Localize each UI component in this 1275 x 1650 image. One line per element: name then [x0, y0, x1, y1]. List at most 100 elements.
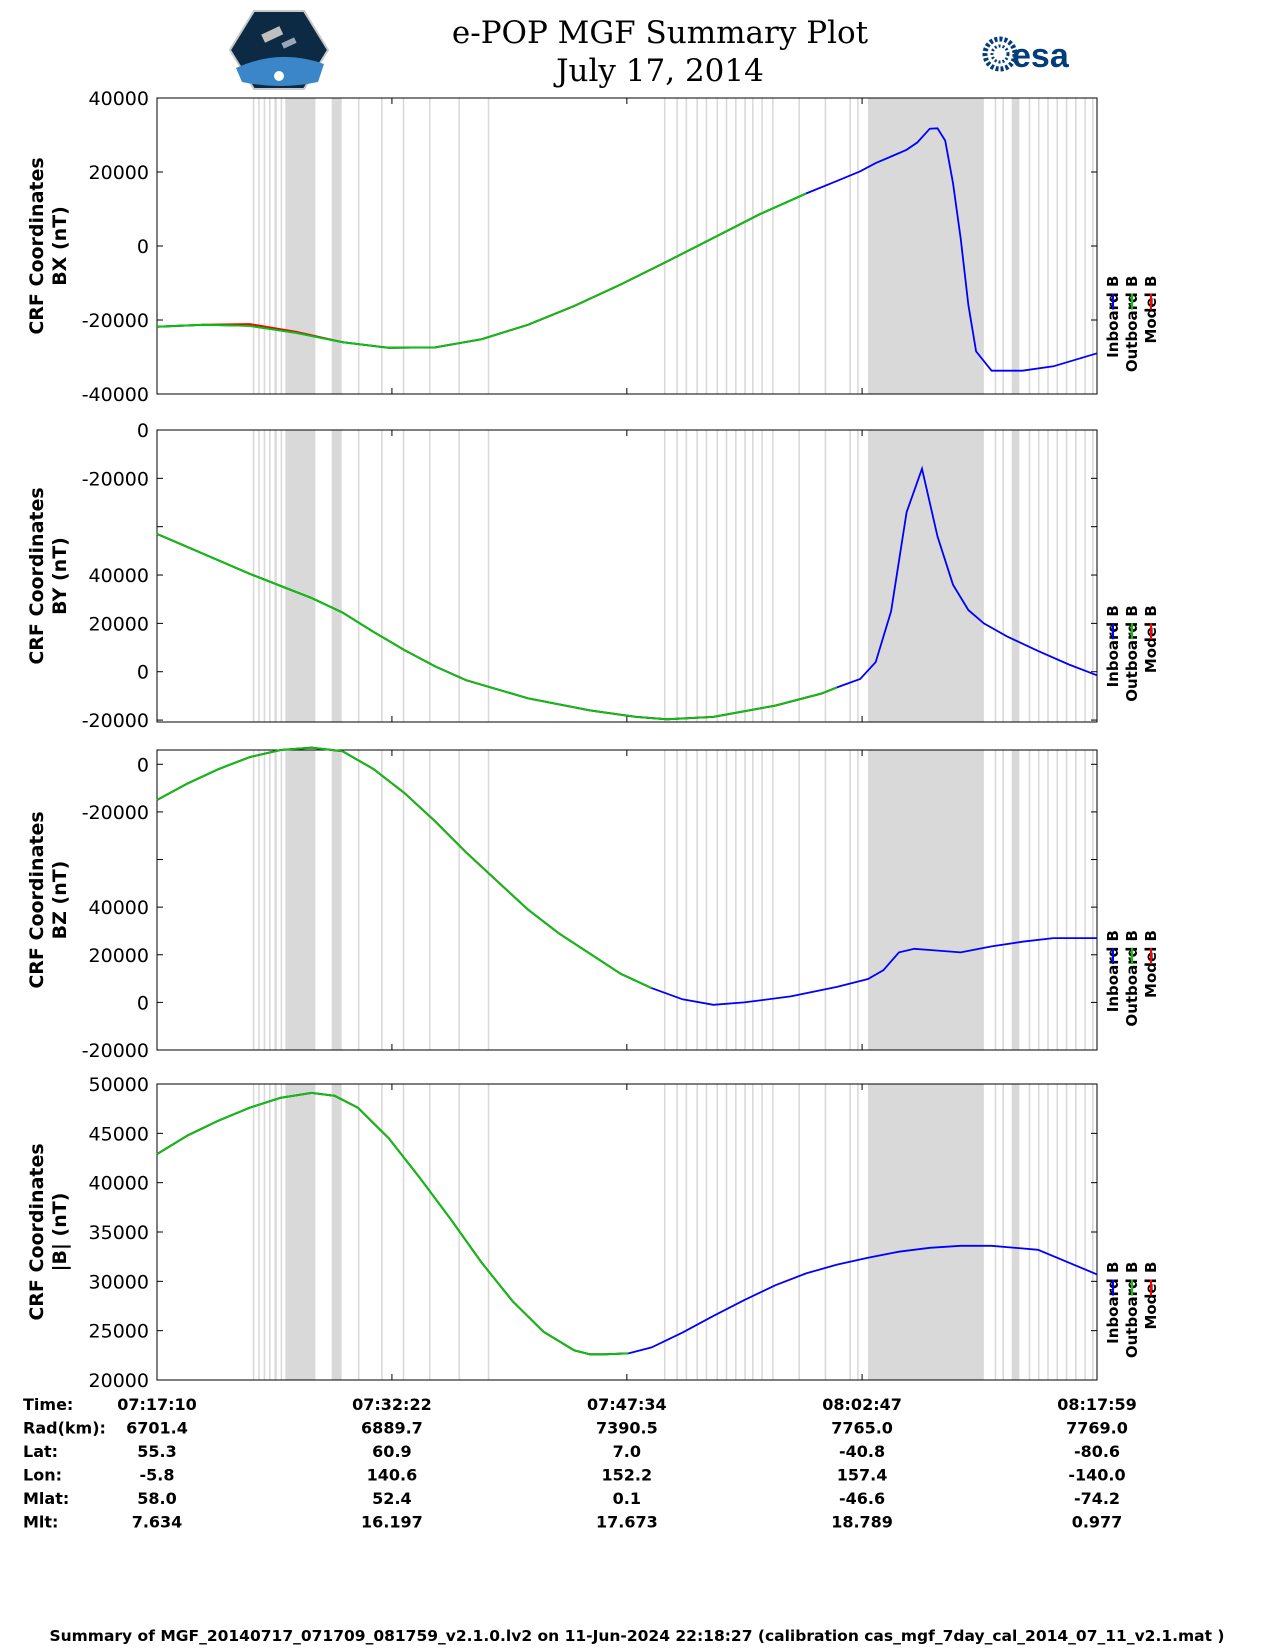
table-cell: -74.2	[1074, 1489, 1120, 1508]
legend: Inboard B Outboard B Model B	[1104, 930, 1160, 1027]
data-gap-band	[1084, 430, 1086, 722]
data-gap-band	[1065, 1084, 1068, 1380]
data-gap-band	[685, 98, 688, 394]
data-gap-band	[263, 430, 266, 722]
data-gap-band	[705, 98, 708, 394]
data-gap-band	[357, 750, 360, 1050]
data-gap-band	[458, 750, 460, 1050]
chart-title: e-POP MGF Summary Plot	[452, 15, 869, 51]
data-gap-band	[381, 430, 383, 722]
series-outboard-b	[156, 533, 838, 721]
legend-label: Outboard B	[1123, 930, 1141, 1027]
data-gap-band	[357, 1084, 360, 1380]
y-tick-label: 30000	[89, 1271, 149, 1293]
table-cell: -46.6	[839, 1489, 885, 1508]
data-gap-band	[274, 98, 277, 394]
data-gap-band	[716, 98, 719, 394]
series-outboard-b	[156, 746, 652, 989]
table-cell: 16.197	[361, 1513, 423, 1532]
data-gap-band	[1047, 430, 1049, 722]
y-tick-label: 0	[137, 236, 149, 258]
y-axis-label-units: BZ (nT)	[49, 861, 71, 940]
legend: Inboard B Outboard B Model B	[1104, 605, 1160, 702]
data-gap-band	[849, 98, 851, 394]
data-gap-band	[252, 98, 255, 394]
data-gap-band	[716, 1084, 719, 1380]
data-gap-band	[280, 1084, 283, 1380]
y-axis-label: CRF Coordinates	[26, 1143, 48, 1320]
table-cell: 55.3	[137, 1442, 176, 1461]
data-gap-band	[1092, 430, 1094, 722]
data-gap-band	[663, 750, 666, 1050]
data-gap-band	[1011, 98, 1020, 394]
data-gap-band	[402, 1084, 405, 1380]
data-gap-band	[258, 750, 260, 1050]
table-row-label: Mlt:	[23, 1513, 58, 1532]
table-cell: 07:47:34	[587, 1395, 667, 1414]
data-gap-band	[744, 750, 746, 1050]
y-tick-label: 20000	[89, 945, 149, 967]
y-tick-label: 40000	[89, 1173, 149, 1195]
y-axis-label-units: |B| (nT)	[49, 1193, 71, 1272]
data-gap-band	[1028, 750, 1031, 1050]
data-gap-band	[761, 98, 763, 394]
data-gap-band	[280, 430, 283, 722]
table-cell: 18.789	[831, 1513, 893, 1532]
y-tick-label: 20000	[89, 1370, 149, 1392]
data-gap-band	[1047, 1084, 1049, 1380]
data-gap-band	[663, 1084, 666, 1380]
y-tick-label: 20000	[89, 613, 149, 635]
y-axis-label-units: BX (nT)	[49, 206, 71, 286]
data-gap-band	[357, 430, 360, 722]
data-gap-band	[381, 750, 383, 1050]
data-gap-band	[798, 750, 800, 1050]
data-gap-band	[752, 1084, 754, 1380]
data-gap-band	[402, 98, 405, 394]
data-gap-band	[676, 98, 678, 394]
data-gap-band	[1084, 750, 1086, 1050]
data-gap-band	[1011, 430, 1020, 722]
data-gap-band	[458, 98, 460, 394]
y-tick-label: 35000	[89, 1222, 149, 1244]
legend-label: Inboard B	[1104, 605, 1122, 687]
data-gap-band	[676, 1084, 678, 1380]
data-gap-band	[696, 1084, 698, 1380]
data-gap-band	[705, 1084, 708, 1380]
data-gap-band	[867, 98, 984, 394]
data-gap-band	[263, 1084, 266, 1380]
esa-logo-text: esa	[1012, 37, 1070, 75]
data-gap-band	[824, 98, 827, 394]
data-gap-band	[381, 1084, 383, 1380]
data-gap-band	[685, 430, 688, 722]
data-gap-band	[994, 750, 997, 1050]
data-gap-band	[735, 430, 737, 722]
data-gap-band	[685, 1084, 688, 1380]
y-axis-label: CRF Coordinates	[26, 157, 48, 334]
data-gap-band	[1075, 430, 1077, 722]
data-gap-band	[1037, 98, 1040, 394]
table-cell: 07:32:22	[352, 1395, 432, 1414]
series-model-b	[156, 746, 653, 990]
data-gap-band	[1037, 1084, 1040, 1380]
data-gap-band	[1056, 98, 1059, 394]
data-gap-band	[676, 750, 678, 1050]
y-axis-label: CRF Coordinates	[26, 811, 48, 988]
series-outboard-b	[156, 1091, 629, 1356]
data-gap-band	[1065, 750, 1068, 1050]
data-gap-band	[1037, 430, 1040, 722]
data-gap-band	[824, 1084, 827, 1380]
data-gap-band	[1056, 430, 1059, 722]
data-gap-band	[280, 98, 283, 394]
data-gap-band	[716, 430, 719, 722]
data-gap-band	[274, 750, 277, 1050]
data-gap-band	[744, 1084, 746, 1380]
y-tick-label: 0	[137, 420, 149, 442]
data-gap-band	[487, 750, 490, 1050]
data-gap-band	[857, 430, 859, 722]
data-gap-band	[258, 98, 260, 394]
data-gap-band	[429, 98, 431, 394]
data-gap-band	[867, 430, 984, 722]
legend-label: Inboard B	[1104, 930, 1122, 1012]
y-tick-label: -40000	[82, 384, 149, 406]
data-gap-band	[1065, 98, 1068, 394]
